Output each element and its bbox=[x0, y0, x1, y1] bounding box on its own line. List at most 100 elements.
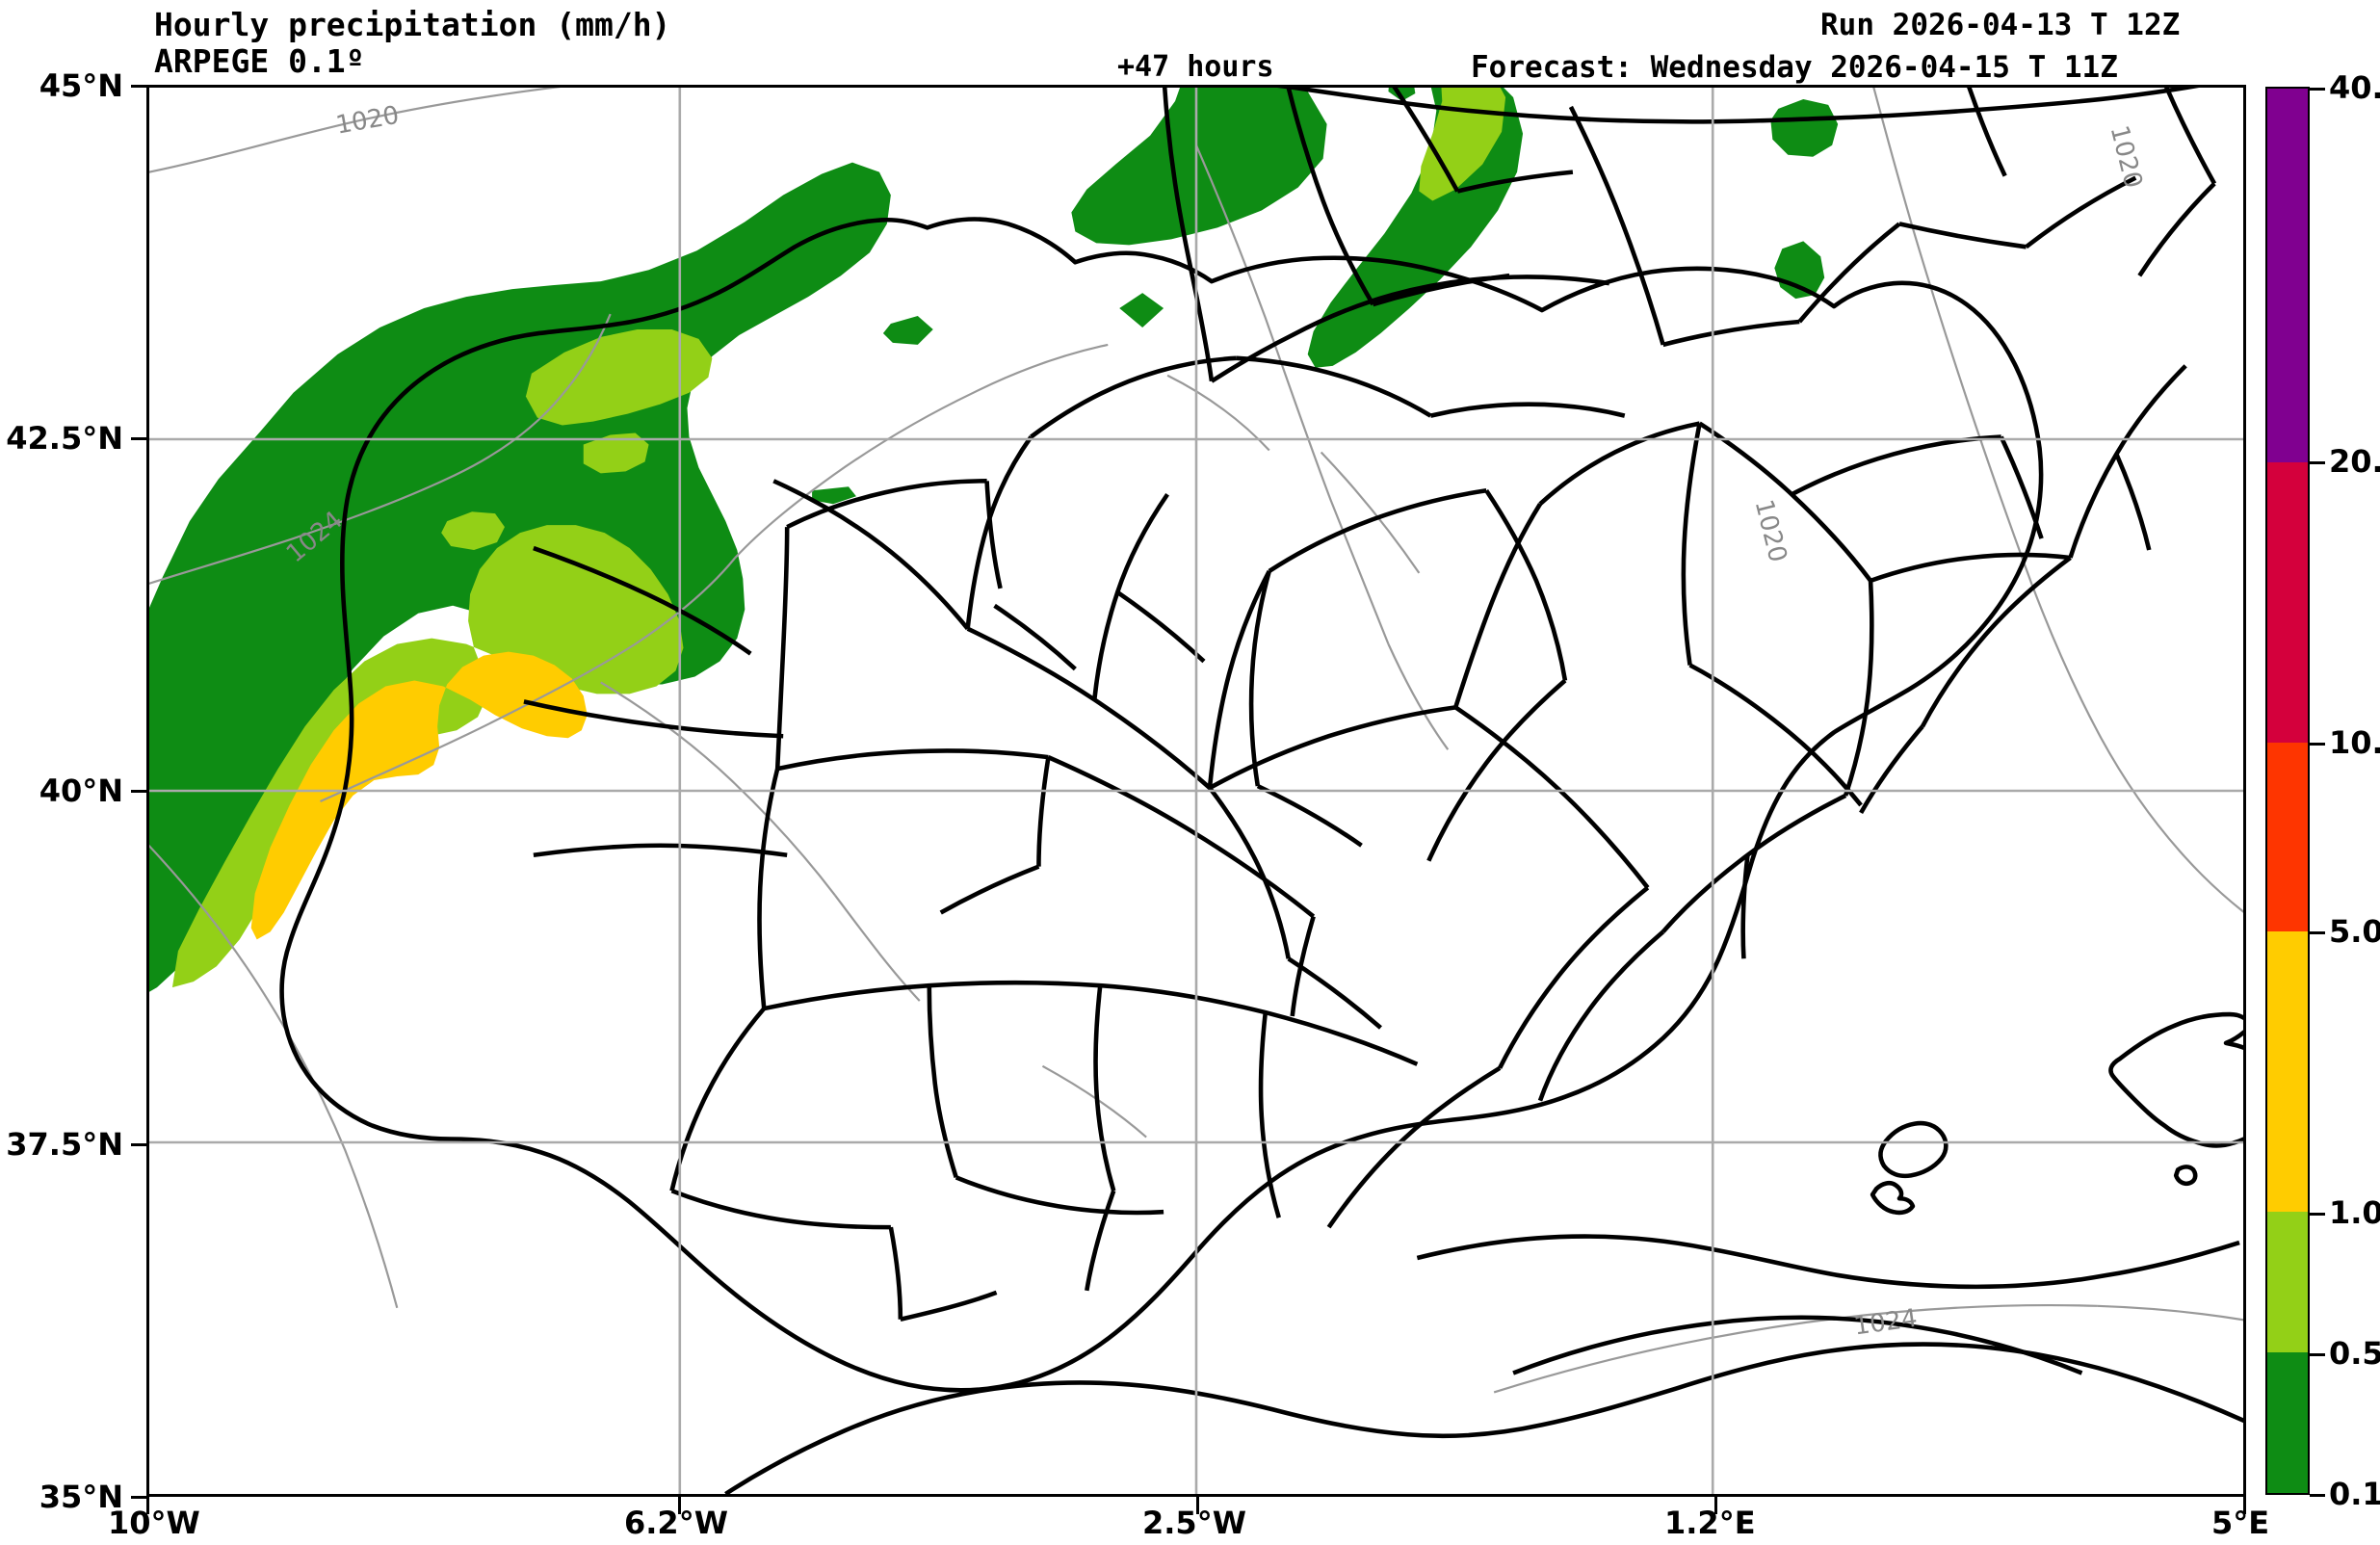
border-portugal-e bbox=[786, 479, 987, 530]
border-granada bbox=[1258, 1011, 1281, 1218]
coast-france-atlantic bbox=[1162, 88, 1215, 382]
border-france-7 bbox=[1456, 170, 1574, 194]
border-rioja bbox=[1453, 503, 1542, 709]
border-cordoba bbox=[927, 985, 958, 1179]
colorbar-tick-20 bbox=[2310, 461, 2325, 464]
isobar-label-1020-ne: 1020 bbox=[2105, 122, 2148, 191]
border-girona bbox=[2068, 364, 2187, 559]
ytick-40 bbox=[131, 790, 148, 793]
isobar-central bbox=[734, 343, 1109, 559]
island-formentera bbox=[1870, 1180, 1916, 1216]
run-timestamp: Run 2026-04-13 T 12Z bbox=[1820, 8, 2181, 42]
precip-patch-galicia-sliver bbox=[812, 486, 856, 505]
border-valencia-s bbox=[1661, 793, 1847, 933]
precip-band-biscay-green-2 bbox=[1071, 88, 1327, 246]
isobar-andalucia bbox=[834, 894, 921, 1002]
isobar-layer bbox=[149, 88, 2243, 1394]
border-france-9 bbox=[2163, 88, 2217, 185]
precip-patch-asturias-diamond bbox=[1119, 293, 1164, 327]
border-galicia-e bbox=[965, 435, 1033, 629]
border-cuenca bbox=[1453, 705, 1650, 889]
isobar-algeria bbox=[1493, 1303, 2098, 1394]
border-badajoz bbox=[939, 864, 1040, 915]
page-title: Hourly precipitation (mm/h) bbox=[154, 6, 671, 43]
colorbar-segment-1-5 bbox=[2267, 930, 2308, 1213]
map-canvas[interactable]: 1020 1024 1020 1020 1024 bbox=[146, 85, 2246, 1497]
precip-patch-front-yellowgreen-upper bbox=[525, 328, 713, 426]
isobar-1024-nw bbox=[149, 393, 563, 585]
island-cabrera bbox=[2173, 1165, 2198, 1187]
xtick-label-6_2w: 6.2°W bbox=[624, 1505, 728, 1541]
border-portugal-s bbox=[669, 1007, 766, 1191]
isobar-1020-nw bbox=[149, 88, 562, 173]
precip-patch-biscay-yellowgreen bbox=[1419, 88, 1506, 201]
border-catalonia bbox=[1870, 552, 2071, 584]
ytick-45 bbox=[131, 85, 148, 88]
ytick-label-42_5: 42.5°N bbox=[6, 420, 123, 457]
border-africa-interior bbox=[1416, 1234, 2240, 1290]
colorbar-label-20: 20.0 bbox=[2329, 443, 2380, 480]
border-toledo bbox=[1256, 783, 1363, 848]
border-france-2 bbox=[1662, 319, 1800, 348]
colorbar-label-1: 1.0 bbox=[2329, 1194, 2380, 1231]
isobar-se bbox=[1320, 451, 1421, 574]
border-valencia bbox=[1843, 580, 1874, 797]
border-france-4 bbox=[1898, 222, 2027, 249]
ytick-label-37_5: 37.5°N bbox=[6, 1126, 123, 1163]
border-leon bbox=[1092, 492, 1169, 700]
border-cantabria bbox=[1236, 355, 1432, 418]
border-galicia-s bbox=[772, 479, 970, 631]
coast-cantabrian bbox=[1210, 275, 1610, 383]
colorbar-segment-5-10 bbox=[2267, 743, 2308, 931]
precip-core-galicia-gold bbox=[250, 651, 588, 940]
border-extremadura2 bbox=[776, 748, 1049, 772]
border-castilla-lm bbox=[1047, 755, 1316, 919]
border-segovia bbox=[1248, 570, 1272, 787]
border-teruel bbox=[1688, 663, 1863, 807]
xtick-6_2w bbox=[678, 1497, 681, 1514]
border-france-6 bbox=[1392, 88, 1460, 193]
border-navarra bbox=[1538, 421, 1701, 506]
colorbar-tick-5 bbox=[2310, 931, 2325, 934]
colorbar-label-5: 5.0 bbox=[2329, 913, 2380, 950]
isobar-castilla bbox=[600, 681, 836, 897]
border-avila bbox=[1115, 589, 1206, 664]
border-france-midi bbox=[1372, 273, 1510, 307]
ytick-37_5 bbox=[131, 1143, 148, 1146]
colorbar[interactable] bbox=[2265, 87, 2310, 1495]
colorbar-tick-0_1 bbox=[2310, 1494, 2325, 1497]
border-guadalajara bbox=[1426, 678, 1567, 862]
border-huelva bbox=[900, 1290, 998, 1322]
colorbar-label-0_1: 0.1 bbox=[2329, 1476, 2380, 1512]
precip-patch-coast-small bbox=[882, 316, 933, 345]
isobar-label-1020-nw: 1020 bbox=[333, 101, 401, 141]
border-ciudadreal bbox=[1287, 956, 1382, 1030]
border-algarve bbox=[888, 1226, 903, 1320]
xtick-label-1_2e: 1.2°E bbox=[1664, 1505, 1756, 1541]
xtick-label-5e: 5°E bbox=[2211, 1505, 2270, 1541]
isobar-1024-portugal bbox=[320, 557, 737, 802]
border-soria bbox=[1484, 489, 1568, 681]
border-africa-interior2 bbox=[1512, 1315, 2083, 1375]
coast-france-north bbox=[1277, 88, 2200, 124]
border-palencia bbox=[1207, 569, 1271, 789]
xtick-1_2e bbox=[1714, 1497, 1717, 1514]
border-huesca bbox=[1791, 434, 2001, 497]
colorbar-segment-0_5-1 bbox=[2267, 1212, 2308, 1353]
lead-time-label: +47 hours bbox=[1117, 50, 1274, 84]
island-ibiza bbox=[1878, 1120, 1948, 1179]
colorbar-tick-0_5 bbox=[2310, 1353, 2325, 1356]
coast-iberia bbox=[279, 217, 2044, 1393]
colorbar-label-0_5: 0.5 bbox=[2329, 1335, 2380, 1372]
colorbar-segment-20-40 bbox=[2267, 89, 2308, 462]
graticule-layer bbox=[149, 88, 2243, 1494]
isobar-med-1020 bbox=[1872, 88, 2033, 586]
border-lleida bbox=[1999, 435, 2044, 539]
ytick-42_5 bbox=[131, 437, 148, 440]
border-caceres bbox=[1036, 756, 1051, 867]
colorbar-segment-10-20 bbox=[2267, 461, 2308, 744]
border-andalucia-n bbox=[763, 980, 1419, 1066]
border-castilla-n bbox=[966, 626, 1212, 790]
border-alentejo bbox=[670, 1189, 891, 1230]
